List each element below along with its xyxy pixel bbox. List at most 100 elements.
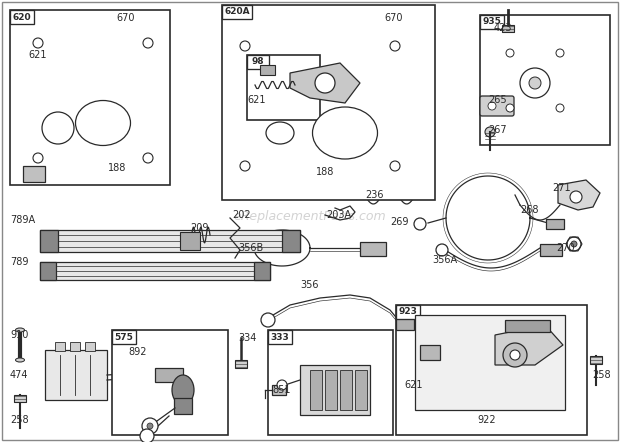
Text: 621: 621	[28, 50, 46, 60]
Circle shape	[510, 350, 520, 360]
Text: 269: 269	[390, 217, 409, 227]
Text: 267: 267	[488, 125, 507, 135]
Polygon shape	[23, 33, 163, 180]
Text: 575: 575	[115, 332, 133, 342]
Bar	[396, 318, 414, 330]
Circle shape	[147, 423, 153, 429]
Circle shape	[520, 68, 550, 98]
Text: 209: 209	[190, 223, 208, 233]
Text: 188: 188	[316, 167, 334, 177]
Ellipse shape	[312, 107, 378, 159]
Bar	[85, 342, 95, 351]
Polygon shape	[235, 38, 415, 190]
Bar	[505, 320, 550, 332]
Bar	[247, 55, 269, 69]
Bar	[112, 330, 136, 344]
Bar	[40, 262, 270, 280]
Text: 935: 935	[482, 18, 502, 27]
Bar	[174, 398, 192, 414]
Circle shape	[571, 241, 577, 247]
Bar	[300, 365, 370, 415]
Circle shape	[277, 380, 287, 390]
Circle shape	[33, 153, 43, 163]
Bar	[112, 330, 228, 435]
Ellipse shape	[16, 358, 25, 362]
Circle shape	[143, 38, 153, 48]
Text: 621: 621	[404, 380, 422, 390]
Ellipse shape	[16, 328, 25, 332]
Text: 203A: 203A	[326, 210, 351, 220]
Polygon shape	[498, 48, 580, 123]
Bar	[502, 25, 514, 32]
Circle shape	[503, 343, 527, 367]
Bar	[396, 305, 587, 435]
Text: 188: 188	[108, 163, 126, 173]
Circle shape	[390, 41, 400, 51]
Bar	[282, 230, 300, 252]
Text: 334: 334	[238, 333, 257, 343]
Bar	[310, 370, 322, 410]
Circle shape	[556, 104, 564, 112]
Circle shape	[143, 153, 153, 163]
Bar	[480, 15, 610, 145]
Text: 910: 910	[10, 330, 29, 340]
Text: 670: 670	[116, 13, 135, 23]
Text: 620A: 620A	[224, 8, 250, 16]
Polygon shape	[558, 180, 600, 210]
Bar	[260, 65, 275, 75]
Ellipse shape	[266, 122, 294, 144]
Bar	[420, 345, 440, 360]
Bar	[70, 342, 80, 351]
Text: 621: 621	[247, 95, 265, 105]
Bar	[235, 360, 247, 368]
Bar	[325, 370, 337, 410]
Circle shape	[436, 244, 448, 256]
Circle shape	[485, 127, 495, 137]
Bar	[360, 242, 386, 256]
Ellipse shape	[76, 100, 130, 145]
Circle shape	[315, 73, 335, 93]
Circle shape	[529, 77, 541, 89]
Bar	[45, 350, 107, 400]
Text: 851: 851	[272, 385, 291, 395]
Circle shape	[142, 418, 158, 434]
Bar	[546, 219, 564, 229]
Text: 620: 620	[12, 12, 32, 22]
Text: 922: 922	[477, 415, 495, 425]
Bar	[23, 166, 45, 182]
Bar	[415, 315, 565, 410]
Text: 423: 423	[494, 23, 513, 33]
Bar	[14, 395, 26, 402]
Bar	[268, 330, 292, 344]
Polygon shape	[290, 63, 360, 103]
Bar	[40, 230, 300, 252]
Text: 268: 268	[520, 205, 539, 215]
Circle shape	[390, 161, 400, 171]
FancyBboxPatch shape	[480, 96, 514, 116]
Circle shape	[42, 112, 74, 144]
Circle shape	[570, 191, 582, 203]
Bar	[40, 262, 56, 280]
Text: eReplacementParts.com: eReplacementParts.com	[234, 210, 386, 223]
Text: 270: 270	[556, 243, 575, 253]
Bar	[396, 305, 420, 319]
Text: 202: 202	[232, 210, 250, 220]
Text: 333: 333	[270, 332, 290, 342]
Bar	[222, 5, 252, 19]
Text: 236: 236	[365, 190, 384, 200]
Bar	[480, 15, 504, 29]
Bar	[355, 370, 367, 410]
Circle shape	[240, 161, 250, 171]
Circle shape	[506, 104, 514, 112]
Circle shape	[140, 429, 154, 442]
Circle shape	[414, 218, 426, 230]
Bar	[247, 55, 320, 120]
Text: 670: 670	[384, 13, 402, 23]
Circle shape	[33, 38, 43, 48]
Text: 356A: 356A	[432, 255, 457, 265]
Ellipse shape	[172, 375, 194, 405]
Bar	[268, 330, 393, 435]
Bar	[155, 368, 183, 382]
Text: 98: 98	[252, 57, 264, 66]
Text: 356: 356	[300, 280, 319, 290]
